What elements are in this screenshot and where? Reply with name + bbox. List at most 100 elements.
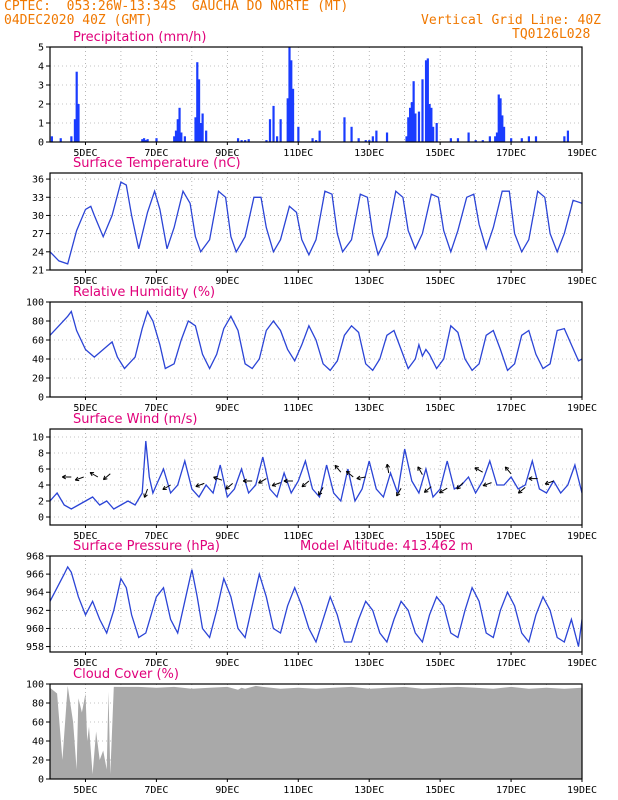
y-tick-label: 966 [26,570,44,581]
panel-pressure: Surface Pressure (hPa) Model Altitude: 41… [26,539,597,669]
precip-bar [315,140,318,142]
y-tick-label: 6 [38,465,44,476]
wind-arrow [301,480,310,488]
wind-arrow [258,478,267,484]
precip-bar [494,136,497,142]
x-tick-label: 15DEC [425,658,455,669]
x-tick-label: 17DEC [496,148,526,159]
precip-bar [426,58,429,142]
precip-bar [173,136,176,142]
panel-rh: Relative Humidity (%) 5DEC 7DEC 9DEC 11DEC 13… [26,285,597,414]
x-tick-label: 11DEC [283,531,313,542]
precip-bar [247,139,250,142]
x-tick-label: 15DEC [425,148,455,159]
precip-bar [495,132,499,142]
y-tick-label: 80 [32,317,44,328]
wind-arrow [482,482,492,487]
precip-bar [201,113,204,142]
precip-bar [566,130,570,142]
precip-bar [142,138,146,142]
precip-bar [527,136,530,142]
precip-bar [385,132,389,142]
wind-line [50,440,582,510]
y-tick-label: 20 [32,756,44,767]
wind-arrow [345,470,354,478]
pressure-line [50,565,582,647]
precip-bar [194,117,197,142]
wind-arrow [143,488,149,498]
cloud-area [50,685,582,779]
precip-bar [410,102,413,142]
precip-bar [350,126,353,142]
precip-bar [244,140,247,142]
precip-bar [467,132,470,142]
y-tick-label: 80 [32,699,44,710]
panel-title: Surface Pressure (hPa) [73,539,220,554]
y-tick-label: 24 [32,247,44,258]
y-tick-label: 968 [26,552,44,563]
wind-arrow [544,480,554,486]
x-tick-label: 15DEC [425,531,455,542]
y-tick-label: 0 [38,393,44,404]
panel-frame [49,172,583,271]
temp-line [50,181,582,265]
x-tick-label: 13DEC [354,785,384,796]
x-tick-label: 9DEC [215,148,239,159]
x-tick-label: 7DEC [144,531,168,542]
header-date: 04DEC2020 40Z (GMT) [4,13,153,28]
x-tick-label: 5DEC [73,148,97,159]
wind-arrow [517,487,526,494]
panel-title: Relative Humidity (%) [73,285,215,300]
panel-wind: Surface Wind (m/s) 5DEC 7DEC 9DEC 11DEC 13DEC… [32,412,597,542]
wind-arrow [439,487,448,494]
x-tick-label: 7DEC [144,148,168,159]
x-tick-label: 9DEC [215,785,239,796]
precip-bar [199,123,202,142]
y-tick-label: 960 [26,624,44,635]
y-tick-label: 2 [38,100,44,111]
x-tick-label: 17DEC [496,658,526,669]
panel-frame [49,555,583,653]
x-tick-label: 5DEC [73,658,97,669]
x-tick-label: 7DEC [144,658,168,669]
precip-bar [205,130,208,142]
header-model-id: TQ0126L028 [512,27,591,42]
x-tick-label: 13DEC [354,531,384,542]
precip-bar [286,98,289,142]
precip-bar [279,119,282,142]
wind-arrow [195,482,205,488]
x-tick-label: 7DEC [144,785,168,796]
precip-bar [481,140,484,142]
precip-bar [75,71,78,142]
header-grid-line: Vertical Grid Line: 40Z [421,13,602,28]
x-tick-label: 7DEC [144,403,168,414]
panel-title: Surface Temperature (nC) [73,156,241,171]
y-tick-label: 958 [26,642,44,653]
precip-bar [430,107,433,142]
y-tick-label: 100 [26,298,44,309]
precip-bar [424,60,428,142]
y-tick-label: 4 [38,481,44,492]
precip-bar [290,60,293,142]
precip-bar [141,139,144,142]
x-tick-label: 15DEC [425,785,455,796]
precip-bar [268,119,272,142]
rh-line [50,309,582,372]
precip-bar [501,115,504,142]
wind-arrow [242,478,253,484]
y-tick-label: 60 [32,336,44,347]
y-tick-label: 0 [38,138,44,149]
wind-arrow [283,478,293,484]
y-tick-label: 1 [38,119,44,130]
precip-bar [499,98,502,142]
precip-bar [488,136,491,142]
wind-arrow [456,482,464,490]
x-tick-label: 9DEC [215,276,239,287]
x-tick-label: 5DEC [73,531,97,542]
x-tick-label: 19DEC [567,403,597,414]
x-tick-label: 11DEC [283,785,313,796]
x-tick-label: 19DEC [567,658,597,669]
precip-bar [417,111,421,142]
x-tick-label: 9DEC [215,403,239,414]
